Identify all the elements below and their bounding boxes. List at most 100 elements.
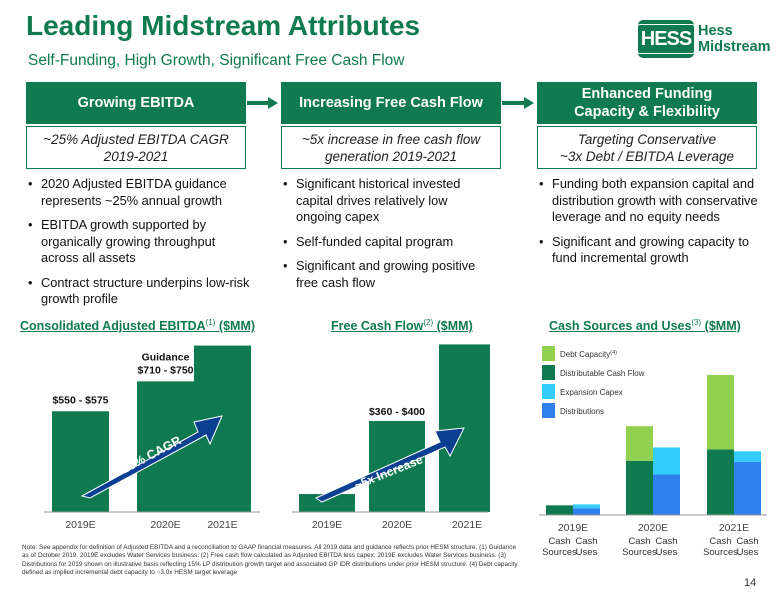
header-growing-ebitda: Growing EBITDA: [26, 82, 246, 124]
stack-segment: [626, 426, 653, 461]
subbox-ebitda-cagr: ~25% Adjusted EBITDA CAGR 2019-2021: [26, 126, 246, 169]
stack-segment: [573, 504, 600, 509]
legend-swatch: [542, 403, 555, 418]
footnote-ref: (3): [691, 318, 702, 327]
stack-segment: [707, 449, 734, 515]
data-label: $710 - $750: [137, 364, 193, 376]
sub-category-label: Cash: [548, 536, 570, 547]
chart-title-fcf: Free Cash Flow(2) ($MM): [331, 318, 473, 333]
stack-segment: [653, 447, 680, 475]
chart-title-fcf-unit: ($MM): [433, 319, 473, 334]
header-funding-capacity: Enhanced Funding Capacity & Flexibility: [537, 82, 757, 124]
stack-segment: [573, 508, 600, 515]
data-label: $550 - $575: [52, 394, 108, 406]
header-increasing-fcf-label: Increasing Free Cash Flow: [299, 95, 483, 111]
legend-label: Expansion Capex: [560, 388, 623, 397]
x-tick-label: 2019E: [558, 522, 588, 534]
header-growing-ebitda-label: Growing EBITDA: [77, 95, 195, 111]
subbox-leverage: Targeting Conservative ~3x Debt / EBITDA…: [537, 126, 757, 169]
x-tick-label: 2021E: [719, 522, 749, 534]
x-tick-label: 2019E: [65, 519, 95, 531]
chart-title-fcf-text: Free Cash Flow: [331, 319, 424, 334]
bar-2019E: [299, 494, 355, 512]
logo-mark-text: HESS: [636, 24, 696, 54]
bar-2019E: [52, 411, 109, 512]
stack-segment: [626, 460, 653, 515]
header-increasing-fcf: Increasing Free Cash Flow: [281, 82, 501, 124]
chart-title-ebitda-unit: ($MM): [215, 319, 256, 334]
logo-line-2: Midstream: [698, 39, 771, 55]
bullet-item: Contract structure underpins low-risk gr…: [26, 275, 254, 308]
subbox-line: 2019-2021: [103, 148, 169, 164]
subbox-line: ~3x Debt / EBITDA Leverage: [560, 148, 734, 164]
logo-line-1: Hess: [698, 23, 733, 39]
footnote: Note: See appendix for definition of Adj…: [22, 544, 518, 577]
page-title: Leading Midstream Attributes: [26, 10, 421, 41]
x-tick-label: 2020E: [638, 522, 668, 534]
page-subtitle: Self-Funding, High Growth, Significant F…: [28, 52, 405, 69]
increase-arrow: [314, 427, 465, 503]
x-tick-label: 2021E: [207, 519, 237, 531]
footnote-ref: (1): [205, 318, 216, 327]
chart-title-sources-uses: Cash Sources and Uses(3) ($MM): [549, 318, 741, 333]
sub-category-label: Cash: [628, 536, 650, 547]
arrow-right-icon: [268, 97, 278, 109]
sources-uses-chart: CashSourcesCashUses2019ECashSourcesCashU…: [539, 346, 767, 558]
flow-arrow-1: [247, 101, 269, 105]
legend-swatch: [542, 384, 555, 399]
subbox-line: generation 2019-2021: [324, 148, 458, 164]
stack-segment: [653, 474, 680, 515]
bullet-item: Funding both expansion capital and distr…: [537, 176, 763, 226]
bullet-item: Significant and growing capacity to fund…: [537, 234, 763, 267]
x-tick-label: 2020E: [150, 519, 180, 531]
subbox-line: ~25% Adjusted EBITDA CAGR: [43, 131, 229, 147]
flow-arrow-2: [502, 101, 525, 105]
header-funding-capacity-line2: Capacity & Flexibility: [574, 104, 720, 120]
bullet-list-ebitda: 2020 Adjusted EBITDA guidance represents…: [26, 176, 254, 316]
legend-label: Distributions: [560, 407, 604, 416]
subbox-line: Targeting Conservative: [577, 131, 717, 147]
data-label-prefix: Guidance: [142, 351, 190, 363]
x-tick-label: 2020E: [382, 519, 412, 531]
sub-category-label: Cash: [736, 536, 758, 547]
sub-category-label: Cash: [575, 536, 597, 547]
bullet-item: 2020 Adjusted EBITDA guidance represents…: [26, 176, 254, 209]
x-tick-label: 2021E: [452, 519, 482, 531]
bullet-list-fcf: Significant historical invested capital …: [281, 176, 491, 299]
legend-swatch: [542, 346, 555, 361]
sub-category-label: Cash: [709, 536, 731, 547]
page-number: 14: [744, 577, 757, 589]
sub-category-label: Cash: [655, 536, 677, 547]
x-tick-label: 2019E: [312, 519, 342, 531]
subbox-fcf-increase: ~5x increase in free cash flow generatio…: [281, 126, 501, 169]
sub-category-label: Uses: [576, 547, 598, 558]
legend-label: Debt Capacity(4): [560, 350, 617, 359]
sub-category-label: Uses: [656, 547, 678, 558]
footnote-ref: (2): [423, 318, 434, 327]
chart-title-sources-unit: ($MM): [701, 319, 741, 334]
bar-2021E: [439, 344, 490, 512]
stack-segment: [734, 451, 761, 462]
sub-category-label: Sources: [703, 547, 738, 558]
chart-title-ebitda: Consolidated Adjusted EBITDA(1) ($MM): [20, 318, 255, 333]
stack-segment: [734, 461, 761, 515]
chart-title-ebitda-text: Consolidated Adjusted EBITDA: [20, 319, 206, 334]
subbox-line: ~5x increase in free cash flow: [301, 131, 481, 147]
stack-segment: [546, 505, 573, 515]
bullet-item: Self-funded capital program: [281, 234, 491, 251]
header-funding-capacity-line1: Enhanced Funding: [581, 86, 713, 102]
logo-text: Hess Midstream: [698, 23, 771, 55]
bullet-item: Significant and growing positive free ca…: [281, 258, 491, 291]
arrow-right-icon: [524, 97, 534, 109]
stack-segment: [707, 375, 734, 450]
bullet-item: EBITDA growth supported by organically g…: [26, 217, 254, 267]
legend-swatch: [542, 365, 555, 380]
hess-logo: HESS Hess Midstream: [636, 20, 771, 58]
chart-title-sources-text: Cash Sources and Uses: [549, 319, 692, 334]
ebitda-chart: 2019E $550 - $575 2020E $710 - $750Guidance…: [44, 345, 260, 531]
data-label: $360 - $400: [369, 406, 425, 418]
cagr-arrow: [80, 415, 223, 499]
sub-category-label: Uses: [737, 547, 759, 558]
logo-mark: HESS: [636, 20, 696, 58]
